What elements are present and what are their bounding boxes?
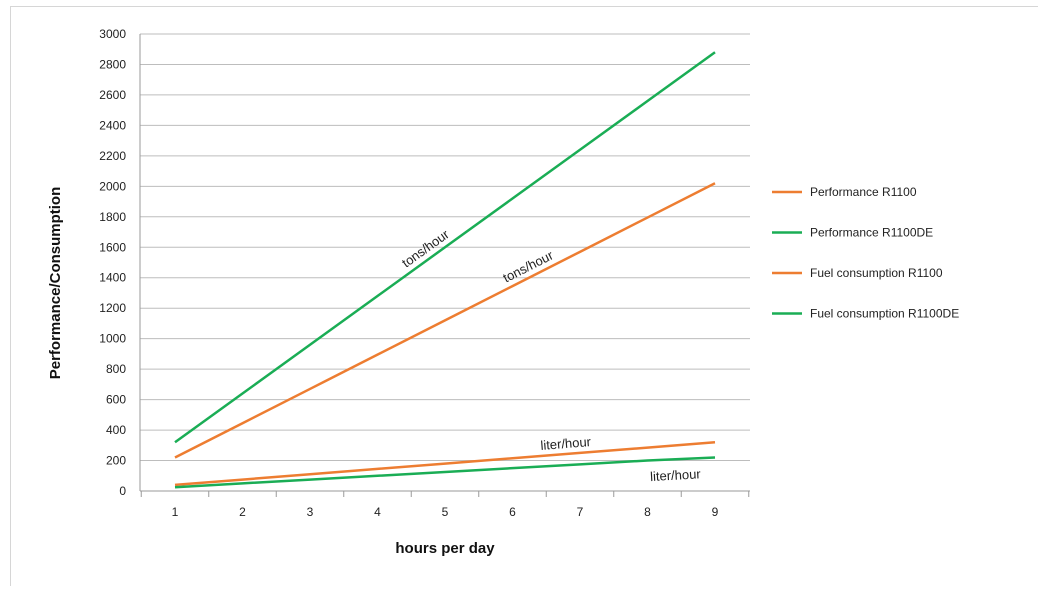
y-tick-label: 2000 [99,179,126,193]
annotation-label: tons/hour [500,247,556,285]
y-tick-label: 2600 [99,88,126,102]
x-tick-label: 6 [509,505,516,519]
x-tick-label: 8 [644,505,651,519]
x-tick-label: 2 [239,505,246,519]
axes [139,34,750,497]
series-line-0 [174,182,716,459]
gridlines [140,33,750,462]
y-tick-label: 1400 [99,271,126,285]
x-tick-label: 4 [374,505,381,519]
series-lines [174,51,716,489]
y-tick-label: 1600 [99,240,126,254]
y-tick-label: 1000 [99,332,126,346]
legend-label: Performance R1100DE [810,226,933,240]
series-line-3 [174,456,716,489]
y-tick-label: 2800 [99,57,126,71]
y-tick-label: 2200 [99,149,126,163]
x-tick-label: 7 [577,505,584,519]
x-tick-labels: 1 2 3 4 5 6 7 8 9 [172,505,719,519]
y-tick-label: 800 [106,362,126,376]
series-line-2 [174,441,716,487]
legend-label: Fuel consumption R1100 [810,266,943,280]
annotation-label: liter/hour [540,434,592,453]
y-tick-label: 600 [106,393,126,407]
y-tick-label: 200 [106,454,126,468]
y-tick-label: 1200 [99,301,126,315]
x-tick-label: 5 [442,505,449,519]
y-tick-label: 2400 [99,118,126,132]
x-tick-label: 1 [172,505,179,519]
y-tick-label: 0 [119,484,126,498]
x-axis-title: hours per day [395,540,495,557]
x-tick-label: 9 [712,505,719,519]
y-axis-title: Performance/Consumption [47,187,64,380]
y-tick-label: 400 [106,423,126,437]
series-line-1 [174,51,716,444]
y-tick-label: 3000 [99,27,126,41]
y-tick-labels: 0 200 400 600 800 1000 1200 1400 1600 1800 2000 220… [99,27,126,498]
y-tick-label: 1800 [99,210,126,224]
legend: Performance R1100 Performance R1100DE Fuel… [772,185,959,321]
annotation-label: liter/hour [650,466,702,484]
x-tick-label: 3 [307,505,314,519]
chart-frame [10,6,1038,586]
legend-label: Fuel consumption R1100DE [810,307,959,321]
legend-label: Performance R1100 [810,185,917,199]
